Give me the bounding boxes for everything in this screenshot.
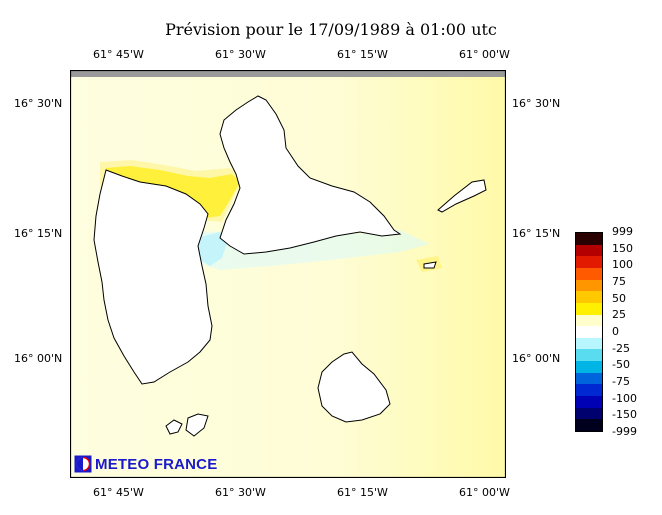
lon-tick-bottom: 61° 15'W bbox=[337, 486, 388, 499]
colorbar-swatch bbox=[576, 233, 602, 246]
lat-tick-left: 16° 00'N bbox=[14, 352, 63, 365]
colorbar-label: 75 bbox=[612, 275, 626, 288]
lat-tick-right: 16° 15'N bbox=[512, 227, 561, 240]
lat-tick-right: 16° 00'N bbox=[512, 352, 561, 365]
lon-tick-top: 61° 45'W bbox=[93, 48, 144, 61]
colorbar-swatch bbox=[576, 349, 602, 362]
island-marie-galante bbox=[317, 351, 391, 423]
colorbar bbox=[575, 232, 603, 432]
colorbar-swatch bbox=[576, 337, 602, 350]
lon-tick-top: 61° 15'W bbox=[337, 48, 388, 61]
lon-tick-top: 61° 00'W bbox=[459, 48, 510, 61]
lat-tick-right: 16° 30'N bbox=[512, 97, 561, 110]
island-terre-de-bas bbox=[185, 413, 209, 437]
lat-tick-left: 16° 30'N bbox=[14, 97, 63, 110]
colorbar-label: -50 bbox=[612, 358, 630, 372]
lat-tick-left: 16° 15'N bbox=[14, 227, 63, 240]
colorbar-swatch bbox=[576, 256, 602, 269]
top-band bbox=[70, 70, 506, 77]
colorbar-label: 100 bbox=[612, 258, 633, 272]
colorbar-label: -999 bbox=[612, 425, 637, 438]
colorbar-swatch bbox=[576, 326, 602, 339]
lon-tick-bottom: 61° 00'W bbox=[459, 486, 510, 499]
colorbar-swatch bbox=[576, 302, 602, 316]
lon-tick-top: 61° 30'W bbox=[215, 48, 266, 61]
colorbar-label: -100 bbox=[612, 391, 637, 405]
colorbar-label: 50 bbox=[612, 291, 626, 305]
lon-tick-bottom: 61° 30'W bbox=[215, 486, 266, 499]
island-la-desirade bbox=[437, 179, 487, 213]
colorbar-swatch bbox=[576, 291, 602, 304]
colorbar-swatch bbox=[576, 396, 602, 409]
colorbar-label: 150 bbox=[612, 241, 633, 255]
colorbar-label: 999 bbox=[612, 225, 633, 238]
island-basse-terre bbox=[93, 169, 213, 385]
map-title: Prévision pour le 17/09/1989 à 01:00 utc bbox=[165, 20, 497, 39]
colorbar-swatch bbox=[576, 361, 602, 374]
colorbar-swatch bbox=[576, 372, 602, 385]
colorbar-swatch bbox=[576, 267, 602, 281]
island-terre-de-haut bbox=[165, 419, 183, 435]
colorbar-label: 25 bbox=[612, 308, 626, 322]
colorbar-swatch bbox=[576, 407, 602, 420]
colorbar-label: -25 bbox=[612, 341, 630, 355]
colorbar-swatch bbox=[576, 384, 602, 397]
colorbar-swatch bbox=[576, 314, 602, 327]
colorbar-swatch bbox=[576, 244, 602, 257]
meteo-france-logo-icon bbox=[74, 455, 92, 473]
lon-tick-bottom: 61° 45'W bbox=[93, 486, 144, 499]
island-petite-terre bbox=[423, 261, 437, 269]
map-frame bbox=[70, 70, 506, 478]
colorbar-swatch bbox=[576, 419, 602, 432]
colorbar-swatch bbox=[576, 279, 602, 292]
colorbar-label: 0 bbox=[612, 325, 619, 338]
meteo-france-logo: METEO FRANCE bbox=[74, 455, 217, 473]
colorbar-label: -75 bbox=[612, 375, 630, 388]
meteo-france-text: METEO FRANCE bbox=[95, 455, 218, 473]
map-panel bbox=[70, 70, 506, 478]
island-grande-terre bbox=[219, 95, 402, 255]
colorbar-label: -150 bbox=[612, 408, 637, 422]
